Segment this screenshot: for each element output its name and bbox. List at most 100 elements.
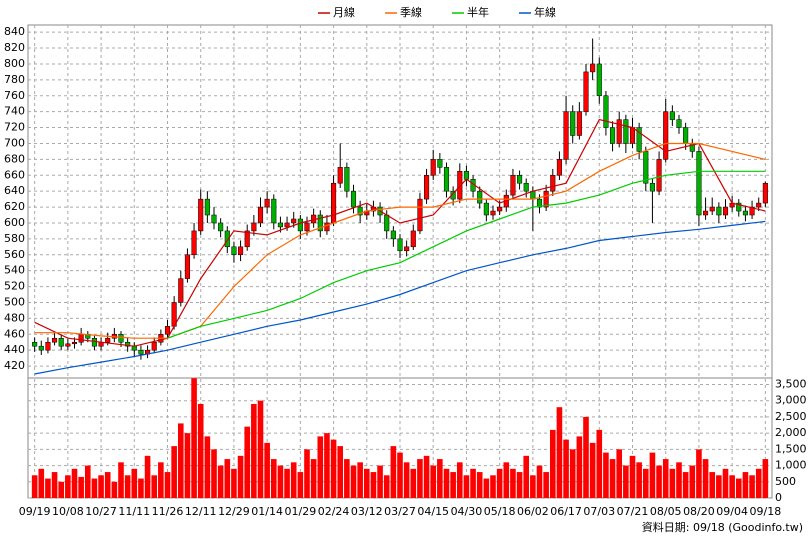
x-tick-label: 10/08: [52, 505, 84, 518]
volume-bar: [211, 449, 217, 498]
x-tick-label: 11/11: [118, 505, 150, 518]
candle-body: [244, 230, 250, 248]
volume-bar: [38, 468, 45, 498]
volume-bar: [244, 426, 251, 498]
volume-bar: [450, 472, 456, 498]
candle-body: [277, 222, 283, 228]
candle-body: [583, 71, 589, 112]
candle-body: [563, 111, 569, 160]
candle-body: [756, 202, 762, 208]
volume-tick-label: 1,500: [775, 442, 807, 455]
candle-body: [238, 246, 244, 256]
volume-bar: [270, 459, 277, 498]
volume-bar: [609, 459, 616, 498]
x-tick-label: 02/24: [318, 505, 350, 518]
volume-bar: [649, 452, 656, 498]
candle-body: [78, 334, 84, 343]
candle-body: [483, 202, 489, 216]
volume-bar: [669, 468, 676, 498]
legend-label: 半年: [467, 5, 489, 19]
candle-body: [523, 182, 529, 192]
volume-bar: [490, 475, 496, 498]
candle-body: [556, 159, 562, 176]
volume-bar: [257, 400, 264, 498]
volume-bar: [191, 378, 197, 498]
candle-body: [656, 159, 662, 192]
candle-body: [742, 210, 748, 216]
volume-bar: [470, 468, 476, 498]
volume-bar: [304, 449, 310, 498]
x-tick-label: 09/19: [19, 505, 51, 518]
candle-body: [590, 63, 596, 73]
volume-bar: [583, 416, 589, 498]
candle-body: [643, 151, 649, 184]
volume-bar: [377, 465, 383, 498]
volume-bar: [410, 468, 417, 498]
legend-label: 年線: [534, 5, 556, 19]
ma-line: [167, 170, 766, 339]
volume-bar: [58, 481, 65, 498]
candle-body: [517, 175, 523, 184]
volume-bar: [430, 465, 437, 498]
x-tick-label: 06/02: [517, 505, 549, 518]
candle-body: [178, 278, 184, 303]
y-tick-label: 620: [4, 200, 25, 213]
candle-body: [623, 119, 629, 144]
y-tick-label: 640: [4, 184, 25, 197]
candle-body: [297, 218, 303, 232]
candle-body: [709, 206, 715, 212]
candle-body: [211, 214, 217, 224]
candle-body: [410, 230, 416, 248]
candle-body: [749, 206, 755, 216]
volume-bar: [755, 468, 762, 498]
ma-line: [34, 220, 766, 375]
volume-bar: [443, 468, 450, 498]
volume-bar: [350, 465, 357, 498]
candle-body: [344, 167, 350, 192]
volume-bar: [158, 462, 164, 498]
legend-label: 季線: [400, 5, 422, 19]
volume-bar: [563, 439, 569, 498]
y-tick-label: 520: [4, 280, 25, 293]
volume-bar: [363, 468, 370, 498]
volume-bar: [390, 446, 397, 498]
y-tick-label: 800: [4, 57, 25, 70]
volume-bar: [662, 459, 669, 498]
volume-bar: [84, 465, 91, 498]
volume-bar: [71, 468, 78, 498]
y-tick-label: 740: [4, 105, 25, 118]
volume-bar: [91, 478, 98, 498]
y-tick-label: 760: [4, 89, 25, 102]
candle-body: [669, 111, 675, 120]
volume-bar: [510, 468, 516, 498]
candle-body: [337, 167, 343, 184]
volume-bar: [656, 465, 662, 498]
candle-body: [424, 175, 430, 200]
candle-body: [477, 190, 483, 204]
volume-bar: [689, 465, 696, 498]
volume-bar: [682, 472, 689, 498]
candle-body: [716, 206, 722, 216]
volume-bar: [138, 478, 144, 498]
volume-tick-label: 1,000: [775, 459, 807, 472]
volume-bar: [616, 449, 623, 498]
candle-body: [32, 341, 38, 347]
volume-bar: [735, 478, 742, 498]
candle-body: [676, 119, 682, 128]
x-tick-label: 08/20: [683, 505, 715, 518]
candle-body: [390, 230, 396, 240]
candle-body: [570, 111, 576, 136]
y-tick-label: 460: [4, 327, 25, 340]
volume-bar: [536, 465, 543, 498]
candle-body: [317, 214, 323, 232]
y-tick-label: 820: [4, 41, 25, 54]
y-tick-label: 580: [4, 232, 25, 245]
volume-bar: [290, 462, 297, 498]
x-tick-label: 07/21: [617, 505, 649, 518]
candle-body: [762, 182, 768, 204]
y-tick-label: 420: [4, 359, 25, 372]
x-tick-label: 10/27: [85, 505, 117, 518]
candle-body: [736, 202, 742, 212]
volume-bar: [589, 442, 596, 498]
footer: 資料日期: 09/18 (Goodinfo.tw): [642, 520, 803, 534]
